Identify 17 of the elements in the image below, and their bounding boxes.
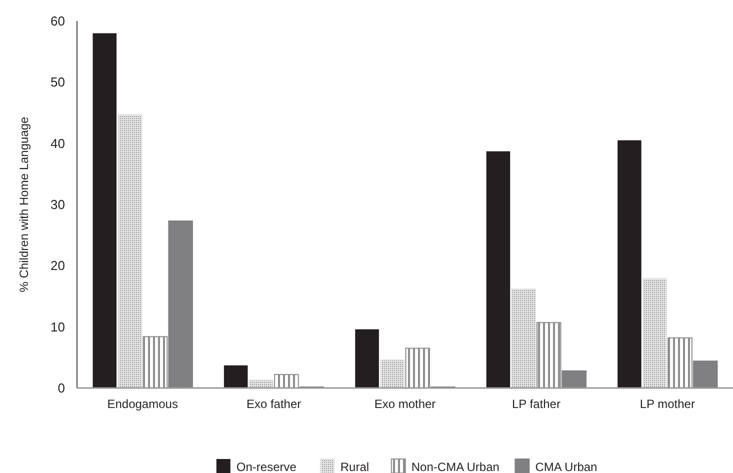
x-tick-label: LP father — [512, 397, 560, 411]
y-tick-label: 60 — [50, 14, 65, 29]
legend-label: Non-CMA Urban — [411, 460, 500, 473]
x-tick-label: Exo father — [246, 397, 302, 411]
x-tick-label: Exo mother — [374, 397, 436, 411]
y-tick-label: 0 — [58, 380, 65, 396]
y-tick-label: 20 — [50, 258, 65, 274]
y-tick-label: 30 — [50, 197, 65, 212]
y-axis-title: % Children with Home Language — [17, 116, 31, 292]
y-tick-label: 10 — [50, 319, 65, 334]
legend-label: On-reserve — [236, 460, 297, 473]
x-tick-label: Endogamous — [107, 397, 178, 411]
y-tick-label: 50 — [50, 74, 65, 90]
y-tick-label: 40 — [50, 136, 65, 151]
x-tick-label: LP mother — [640, 397, 695, 411]
legend-label: CMA Urban — [535, 460, 598, 473]
legend-label: Rural — [340, 460, 370, 473]
